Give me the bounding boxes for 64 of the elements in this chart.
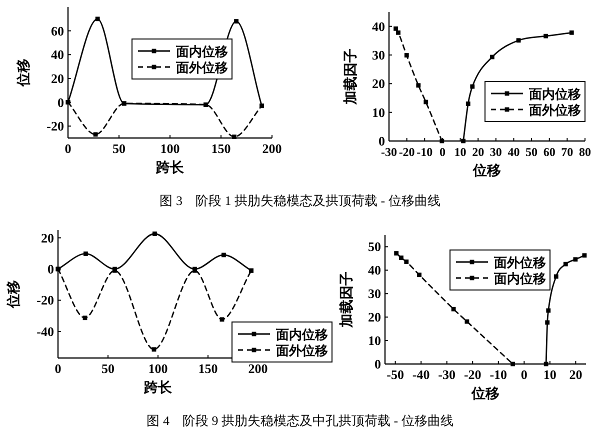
y-tick-label: 0 [58,94,64,110]
y-axis-title: 位移 [6,280,22,309]
y-tick-label: 10 [368,333,381,348]
x-tick-label: 20 [569,367,582,382]
legend-label: 面外位移 [175,60,228,75]
x-axis-title: 位移 [472,163,501,179]
y-tick-label: 10 [372,104,385,120]
x-tick-label: 100 [148,361,168,376]
x-tick-label: 10 [454,145,466,159]
x-tick-label: 150 [198,361,218,376]
y-axis-title: 位移 [16,58,32,88]
x-tick-label: 150 [211,141,231,156]
legend-label: 面内位移 [493,271,546,286]
x-tick-label: 80 [579,145,591,159]
y-tick-label: 50 [368,239,381,254]
x-tick-label: 30 [490,145,502,159]
x-tick-label: -30 [438,367,456,382]
y-tick-label: -40 [36,324,54,339]
x-tick-label: -20 [398,145,415,159]
y-tick-label: 30 [368,286,381,302]
x-tick-label: 50 [102,361,114,376]
y-tick-label: 20 [51,70,64,86]
legend-label: 面外位移 [493,255,546,270]
legend-label: 面内位移 [275,327,328,342]
x-tick-label: 200 [262,141,282,156]
y-tick-label: 30 [372,48,385,62]
legend-label: 面内位移 [175,44,228,59]
x-tick-label: -10 [490,367,508,382]
caption: 图 4 阶段 9 拱肋失稳模态及中孔拱顶荷载 - 位移曲线 [146,413,454,428]
x-tick-label: 10 [543,367,556,382]
legend-label: 面内位移 [528,86,581,102]
caption: 图 3 阶段 1 拱肋失稳模态及拱顶荷载 - 位移曲线 [160,193,440,208]
y-tick-label: 20 [41,230,54,246]
y-axis-title: 加载因子 [343,48,359,106]
x-axis-title: 跨长 [143,380,173,396]
x-tick-label: -30 [381,145,397,159]
x-tick-label: -50 [386,367,404,382]
x-axis-title: 跨长 [155,160,185,176]
x-tick-label: 50 [526,145,538,159]
x-tick-label: 40 [508,145,520,159]
y-tick-label: -20 [36,292,54,308]
x-axis-title: 位移 [470,386,500,402]
x-tick-label: 0 [439,145,446,159]
x-tick-label: 100 [160,141,180,156]
x-tick-label: -40 [412,367,430,382]
y-tick-label: 40 [372,18,385,34]
y-tick-label: 60 [51,23,64,38]
x-tick-label: 60 [543,145,556,159]
legend-label: 面外位移 [275,343,328,358]
legend-label: 面外位移 [528,102,581,118]
x-tick-label: 20 [472,145,484,159]
y-tick-label: 20 [368,310,381,325]
y-tick-label: 20 [372,76,385,92]
x-tick-label: 200 [248,361,268,376]
y-tick-label: 40 [51,47,64,62]
x-tick-label: -20 [464,367,482,382]
y-tick-label: 0 [48,262,54,277]
x-tick-label: -10 [416,145,433,159]
x-tick-label: 70 [561,145,574,159]
y-tick-label: 40 [368,262,381,278]
x-tick-label: 50 [112,141,126,156]
y-tick-label: -20 [46,118,64,134]
y-axis-title: 加载因子 [339,272,355,328]
x-tick-label: 0 [520,367,528,382]
